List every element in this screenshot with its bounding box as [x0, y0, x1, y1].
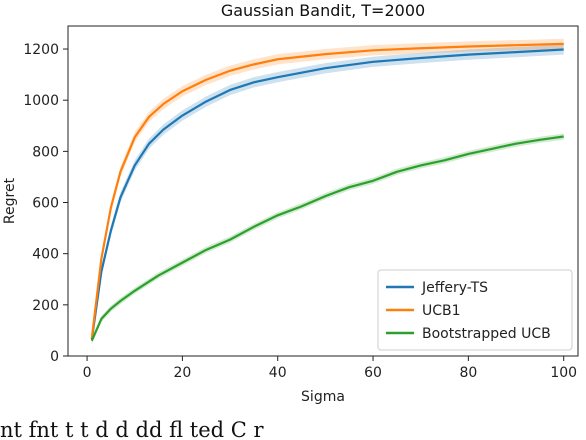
legend-label-bootstrapped-ucb: Bootstrapped UCB: [422, 326, 551, 342]
x-tick-label: 0: [83, 365, 92, 381]
y-tick-label: 800: [32, 144, 59, 160]
line-jeffery-ts: [90, 48, 564, 340]
legend-label-jeffery-ts: Jeffery-TS: [421, 280, 488, 296]
y-tick-label: 400: [32, 247, 59, 263]
legend: Jeffery-TS UCB1 Bootstrapped UCB: [377, 269, 573, 351]
legend-label-ucb1: UCB1: [422, 303, 461, 319]
x-tick-label: 40: [269, 365, 287, 381]
legend-box: [377, 269, 573, 351]
x-tick-label: 80: [459, 365, 477, 381]
plot-frame: [67, 25, 579, 357]
y-tick-label: 0: [50, 349, 59, 365]
x-tick-label: 20: [173, 365, 191, 381]
y-axis-title: Regret: [2, 177, 18, 224]
x-axis-title: Sigma: [301, 389, 345, 405]
y-tick-label: 1200: [23, 42, 59, 58]
y-tick-label: 1000: [23, 93, 59, 109]
y-tick-label: 600: [32, 196, 59, 212]
series-lines: [90, 42, 564, 342]
caption-fragment: nt fnt t t d d dd fl ted C r: [0, 418, 264, 440]
line-bootstrapped-ucb: [90, 135, 564, 342]
line-ucb1: [90, 42, 564, 339]
x-tick-label: 100: [550, 365, 577, 381]
chart-title: Gaussian Bandit, T=2000: [221, 1, 425, 20]
y-tick-label: 200: [32, 298, 59, 314]
x-tick-label: 60: [364, 365, 382, 381]
